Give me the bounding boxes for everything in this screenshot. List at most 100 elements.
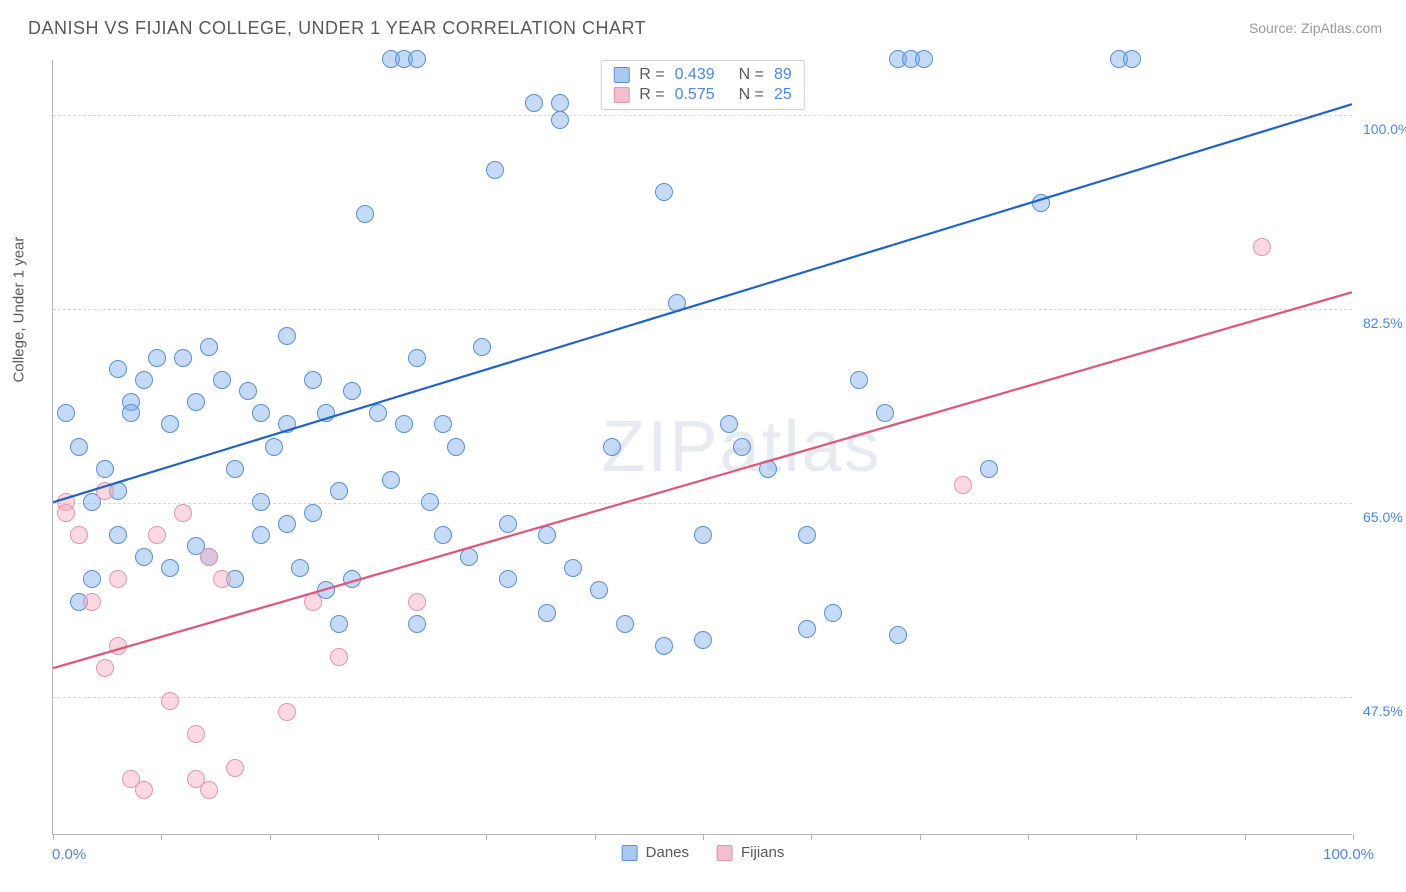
data-point bbox=[343, 382, 361, 400]
legend-swatch bbox=[613, 87, 629, 103]
data-point bbox=[278, 415, 296, 433]
stat-r-value: 0.439 bbox=[675, 66, 715, 84]
data-point bbox=[109, 360, 127, 378]
data-point bbox=[434, 526, 452, 544]
x-axis-tick bbox=[1245, 834, 1246, 840]
data-point bbox=[915, 50, 933, 68]
stat-r-label: R = bbox=[639, 66, 664, 84]
data-point bbox=[330, 615, 348, 633]
legend-label: Fijians bbox=[741, 844, 784, 861]
data-point bbox=[96, 460, 114, 478]
data-point bbox=[161, 415, 179, 433]
data-point bbox=[1123, 50, 1141, 68]
data-point bbox=[304, 371, 322, 389]
x-axis-tick bbox=[703, 834, 704, 840]
data-point bbox=[317, 404, 335, 422]
data-point bbox=[694, 631, 712, 649]
data-point bbox=[213, 570, 231, 588]
data-point bbox=[408, 50, 426, 68]
gridline bbox=[53, 697, 1352, 698]
data-point bbox=[239, 382, 257, 400]
data-point bbox=[798, 620, 816, 638]
stat-r-value: 0.575 bbox=[675, 86, 715, 104]
data-point bbox=[1032, 194, 1050, 212]
data-point bbox=[655, 183, 673, 201]
trend-line bbox=[53, 104, 1352, 502]
data-point bbox=[278, 515, 296, 533]
data-point bbox=[174, 349, 192, 367]
data-point bbox=[1253, 238, 1271, 256]
x-axis-tick bbox=[161, 834, 162, 840]
data-point bbox=[252, 404, 270, 422]
data-point bbox=[408, 615, 426, 633]
data-point bbox=[382, 471, 400, 489]
data-point bbox=[590, 581, 608, 599]
data-point bbox=[148, 526, 166, 544]
data-point bbox=[980, 460, 998, 478]
legend-swatch bbox=[622, 845, 638, 861]
x-axis-tick bbox=[270, 834, 271, 840]
data-point bbox=[109, 570, 127, 588]
data-point bbox=[226, 759, 244, 777]
data-point bbox=[252, 526, 270, 544]
data-point bbox=[213, 371, 231, 389]
trend-line bbox=[53, 292, 1352, 668]
data-point bbox=[668, 294, 686, 312]
data-point bbox=[226, 460, 244, 478]
data-point bbox=[486, 161, 504, 179]
data-point bbox=[850, 371, 868, 389]
data-point bbox=[252, 493, 270, 511]
data-point bbox=[356, 205, 374, 223]
trend-lines-layer bbox=[53, 60, 1352, 834]
data-point bbox=[538, 604, 556, 622]
x-axis-label-max: 100.0% bbox=[1323, 846, 1374, 863]
data-point bbox=[278, 327, 296, 345]
data-point bbox=[525, 94, 543, 112]
data-point bbox=[694, 526, 712, 544]
data-point bbox=[876, 404, 894, 422]
x-axis-tick bbox=[1136, 834, 1137, 840]
data-point bbox=[70, 526, 88, 544]
gridline bbox=[53, 309, 1352, 310]
gridline bbox=[53, 503, 1352, 504]
stat-n-label: N = bbox=[739, 66, 764, 84]
data-point bbox=[421, 493, 439, 511]
gridline bbox=[53, 115, 1352, 116]
data-point bbox=[200, 781, 218, 799]
data-point bbox=[733, 438, 751, 456]
data-point bbox=[135, 781, 153, 799]
data-point bbox=[460, 548, 478, 566]
data-point bbox=[499, 515, 517, 533]
data-point bbox=[200, 338, 218, 356]
data-point bbox=[187, 393, 205, 411]
data-point bbox=[96, 659, 114, 677]
data-point bbox=[200, 548, 218, 566]
data-point bbox=[304, 504, 322, 522]
data-point bbox=[408, 349, 426, 367]
data-point bbox=[551, 111, 569, 129]
data-point bbox=[304, 593, 322, 611]
data-point bbox=[57, 404, 75, 422]
legend-item: Danes bbox=[622, 844, 689, 861]
data-point bbox=[330, 648, 348, 666]
legend-label: Danes bbox=[646, 844, 689, 861]
data-point bbox=[824, 604, 842, 622]
data-point bbox=[122, 404, 140, 422]
stat-n-value: 89 bbox=[774, 66, 792, 84]
series-legend: Danes Fijians bbox=[622, 844, 785, 861]
data-point bbox=[954, 476, 972, 494]
data-point bbox=[83, 593, 101, 611]
data-point bbox=[109, 526, 127, 544]
data-point bbox=[187, 725, 205, 743]
y-axis-tick-label: 47.5% bbox=[1363, 703, 1403, 719]
data-point bbox=[265, 438, 283, 456]
stat-n-label: N = bbox=[739, 86, 764, 104]
stats-row: R = 0.439 N = 89 bbox=[613, 65, 792, 85]
data-point bbox=[343, 570, 361, 588]
chart-title: DANISH VS FIJIAN COLLEGE, UNDER 1 YEAR C… bbox=[28, 18, 646, 39]
data-point bbox=[83, 570, 101, 588]
data-point bbox=[759, 460, 777, 478]
x-axis-tick bbox=[53, 834, 54, 840]
data-point bbox=[109, 637, 127, 655]
data-point bbox=[278, 703, 296, 721]
